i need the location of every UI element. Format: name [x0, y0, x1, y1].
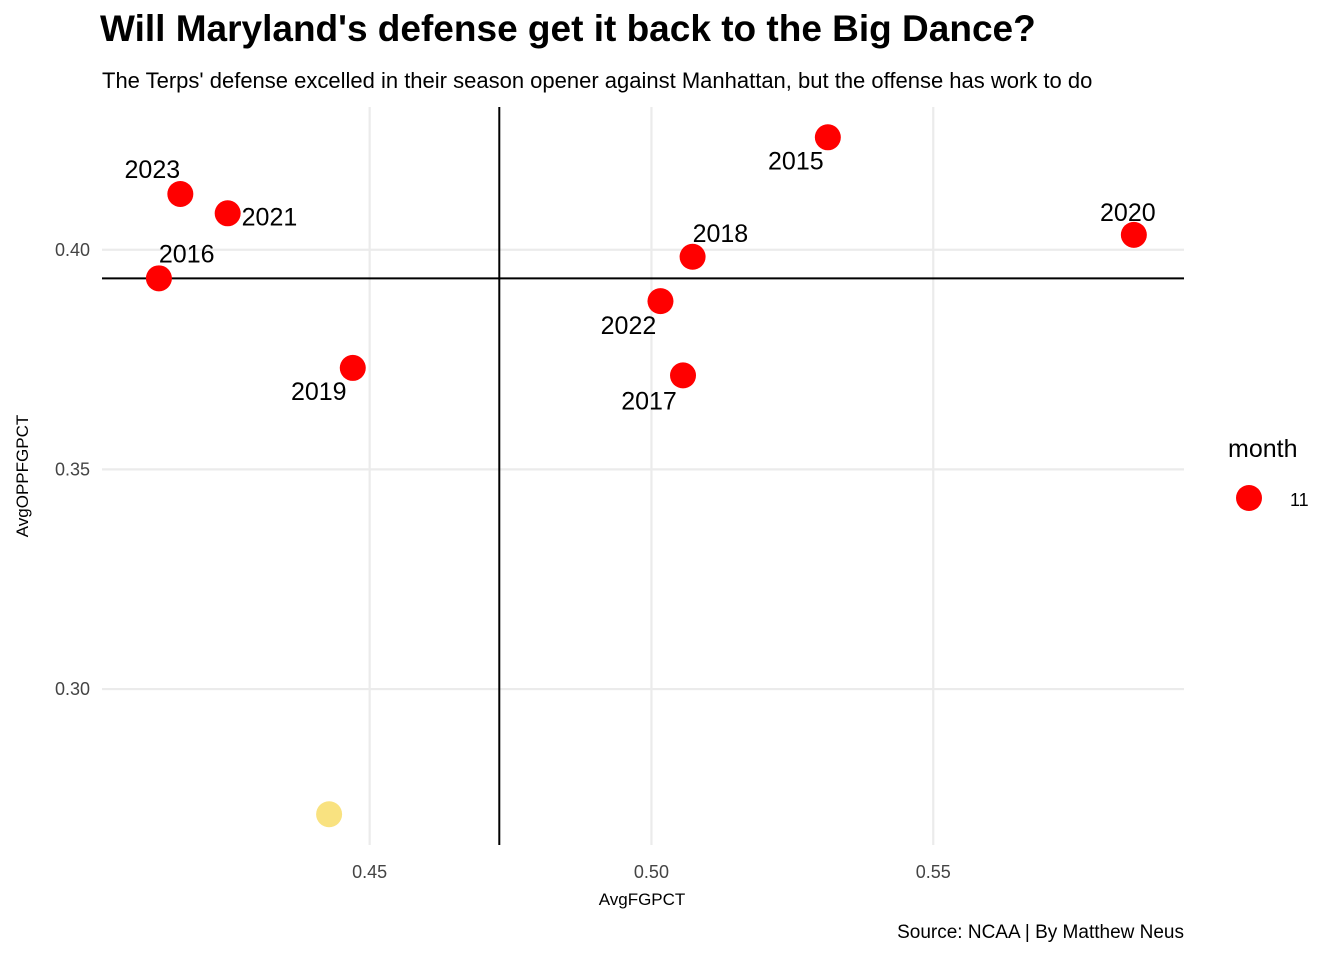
- data-point: [339, 354, 366, 381]
- x-tick-label: 0.55: [916, 862, 951, 882]
- y-tick-label: 0.40: [55, 240, 90, 260]
- point-labels: 2023 2021 2016 2019 2015 2018 2020 2022 2017: [125, 147, 1156, 415]
- point-label: 2015: [768, 147, 824, 175]
- y-tick-label: 0.30: [55, 679, 90, 699]
- data-point: [647, 288, 674, 315]
- legend-title: month: [1228, 435, 1297, 463]
- data-point: [814, 124, 841, 151]
- y-axis-title: AvgOPPFGPCT: [13, 415, 32, 538]
- chart-caption: Source: NCAA | By Matthew Neus: [897, 922, 1184, 943]
- point-label: 2018: [693, 220, 749, 248]
- x-tick-label: 0.45: [352, 862, 387, 882]
- data-points: [145, 124, 1147, 828]
- point-label: 2017: [621, 387, 677, 415]
- data-point: [679, 243, 706, 270]
- data-point: [145, 265, 172, 292]
- legend-key-marker: [1236, 485, 1262, 511]
- x-axis-title: AvgFGPCT: [599, 890, 686, 909]
- point-label: 2020: [1100, 199, 1156, 227]
- point-label: 2016: [159, 240, 215, 268]
- legend-label: 11: [1290, 490, 1309, 510]
- axis-ticks: 0.45 0.50 0.55 0.30 0.35 0.40: [55, 240, 951, 882]
- x-tick-label: 0.50: [634, 862, 669, 882]
- data-point: [167, 180, 194, 207]
- legend: month 11: [1228, 435, 1309, 511]
- data-point: [670, 362, 697, 389]
- chart-subtitle: The Terps' defense excelled in their sea…: [102, 68, 1093, 93]
- point-label: 2022: [601, 312, 657, 340]
- data-point: [1120, 221, 1147, 248]
- chart-title: Will Maryland's defense get it back to t…: [100, 8, 1036, 49]
- point-label: 2019: [291, 378, 347, 406]
- data-point: [214, 200, 241, 227]
- highlight-point: [316, 801, 343, 828]
- grid-lines: [102, 107, 1184, 845]
- reference-lines: [102, 107, 1184, 845]
- y-tick-label: 0.35: [55, 459, 90, 479]
- point-label: 2021: [242, 203, 298, 231]
- point-label: 2023: [125, 156, 181, 184]
